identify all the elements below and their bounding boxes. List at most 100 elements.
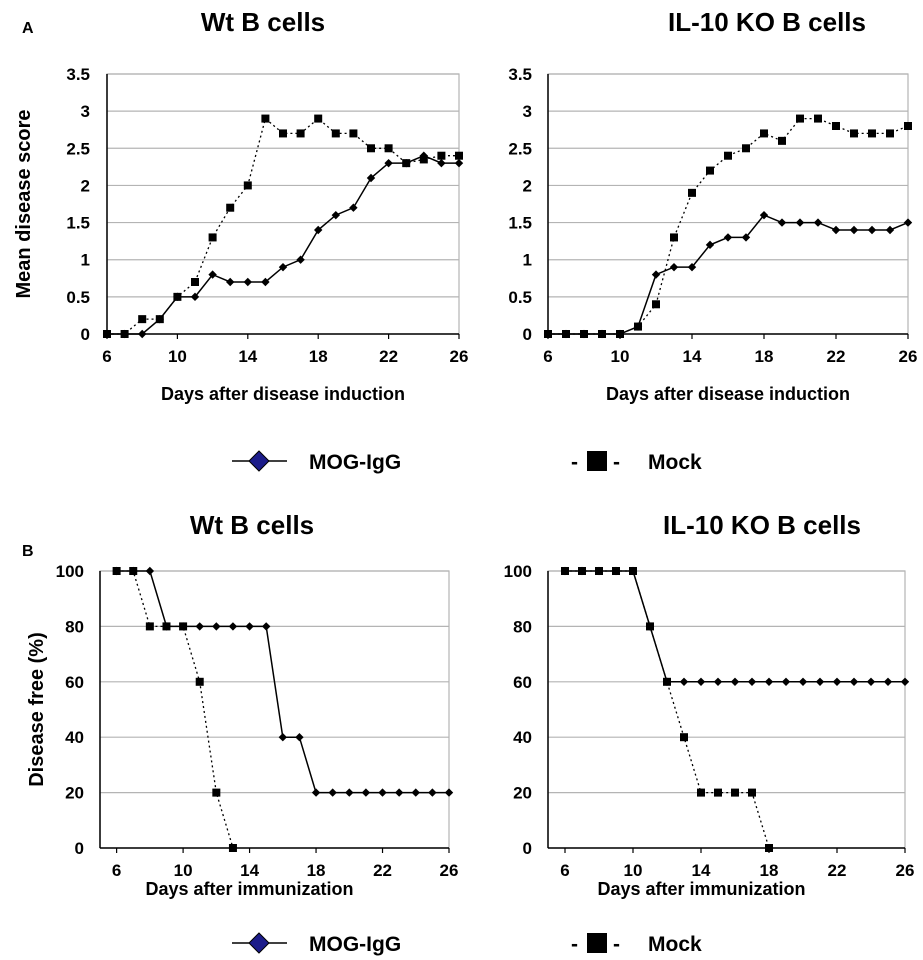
data-point <box>697 788 705 797</box>
data-point <box>419 155 428 164</box>
y-tick-label: 100 <box>56 562 84 581</box>
data-point <box>742 144 750 153</box>
y-tick-label: 1.5 <box>66 214 90 233</box>
data-point <box>212 788 221 797</box>
data-point <box>595 567 603 575</box>
legend-mog-label: MOG-IgG <box>309 451 401 474</box>
data-point <box>278 262 288 272</box>
y-tick-label: 3 <box>81 102 90 121</box>
x-tick-label: 14 <box>683 347 702 366</box>
y-tick-label: 40 <box>65 728 84 747</box>
x-axis-label: Days after disease induction <box>606 384 850 404</box>
data-point <box>311 788 321 797</box>
legend-mock-dash-right: - <box>613 933 620 956</box>
x-tick-label: 6 <box>543 347 552 366</box>
y-tick-label: 40 <box>513 728 532 747</box>
data-point <box>561 567 569 575</box>
data-point <box>849 677 859 686</box>
data-point <box>866 677 876 686</box>
x-tick-label: 14 <box>238 347 257 366</box>
data-point <box>145 566 155 576</box>
x-axis-label: Days after disease induction <box>161 384 405 404</box>
data-point <box>778 136 786 145</box>
legend-mock-marker <box>587 451 607 471</box>
data-point <box>120 330 129 338</box>
data-point <box>815 677 825 686</box>
data-point <box>714 788 722 797</box>
data-point <box>634 322 642 331</box>
data-point <box>228 622 238 631</box>
panel-label-a: A <box>22 20 34 37</box>
data-point <box>706 166 714 175</box>
data-point <box>226 203 235 212</box>
y-tick-label: 0 <box>523 839 532 858</box>
data-point <box>243 277 252 287</box>
x-tick-label: 18 <box>760 861 779 880</box>
y-tick-label: 100 <box>504 562 532 581</box>
legend-mog-marker <box>248 932 270 954</box>
data-point <box>795 218 805 227</box>
y-tick-label: 80 <box>513 617 532 636</box>
y-tick-label: 1 <box>81 251 90 270</box>
y-tick-label: 0 <box>523 325 532 344</box>
legend-bottom: MOG-IgG - - Mock <box>232 932 702 956</box>
data-point <box>208 270 217 279</box>
data-point <box>349 129 358 138</box>
chart-a-ko: 0 0.5 1 1.5 2 2.5 3 3.5 6 10 14 18 22 26 IL-10 KO B ce… <box>508 7 917 404</box>
chart-title: Wt B cells <box>201 7 325 37</box>
data-point <box>669 262 679 272</box>
legend-mog-label: MOG-IgG <box>309 933 401 956</box>
data-point <box>781 677 791 686</box>
data-point <box>295 733 304 742</box>
data-point <box>652 300 660 309</box>
data-point <box>367 144 375 153</box>
data-point <box>670 233 678 242</box>
data-point <box>195 622 204 631</box>
y-tick-label: 0.5 <box>66 288 90 307</box>
data-point <box>331 210 340 220</box>
data-point <box>867 225 877 235</box>
data-point <box>103 330 111 338</box>
data-point <box>885 225 895 235</box>
data-point <box>578 567 586 575</box>
data-point <box>228 844 237 852</box>
data-point <box>162 622 171 631</box>
x-tick-label: 22 <box>373 861 392 880</box>
data-point <box>713 677 723 686</box>
data-point <box>345 788 354 797</box>
y-tick-label: 2.5 <box>508 139 532 158</box>
data-point <box>723 233 733 242</box>
data-point <box>444 788 454 797</box>
data-point <box>741 233 751 242</box>
data-point <box>798 677 808 686</box>
legend-mock-dash-left: - <box>571 933 578 956</box>
data-point <box>688 188 696 197</box>
data-point <box>849 225 859 235</box>
x-axis-label: Days after immunization <box>597 879 805 899</box>
data-point <box>850 129 858 138</box>
data-point <box>173 292 182 301</box>
y-tick-label: 20 <box>65 784 84 803</box>
series-mock <box>103 114 463 338</box>
y-tick-label: 3 <box>523 102 532 121</box>
data-point <box>243 181 252 190</box>
x-tick-label: 6 <box>112 861 121 880</box>
data-point <box>314 225 323 235</box>
data-point <box>437 158 446 168</box>
data-point <box>687 262 697 272</box>
y-tick-label: 20 <box>513 784 532 803</box>
data-point <box>261 622 271 631</box>
data-point <box>904 122 912 130</box>
data-point <box>903 218 913 227</box>
data-point <box>765 844 773 852</box>
data-point <box>145 622 154 631</box>
x-tick-label: 6 <box>102 347 111 366</box>
y-axis-label: Mean disease score <box>13 110 35 299</box>
data-point <box>629 567 637 575</box>
data-point <box>832 122 840 130</box>
x-tick-label: 18 <box>307 861 326 880</box>
data-point <box>155 315 164 324</box>
data-point <box>832 677 842 686</box>
data-point <box>724 151 732 160</box>
